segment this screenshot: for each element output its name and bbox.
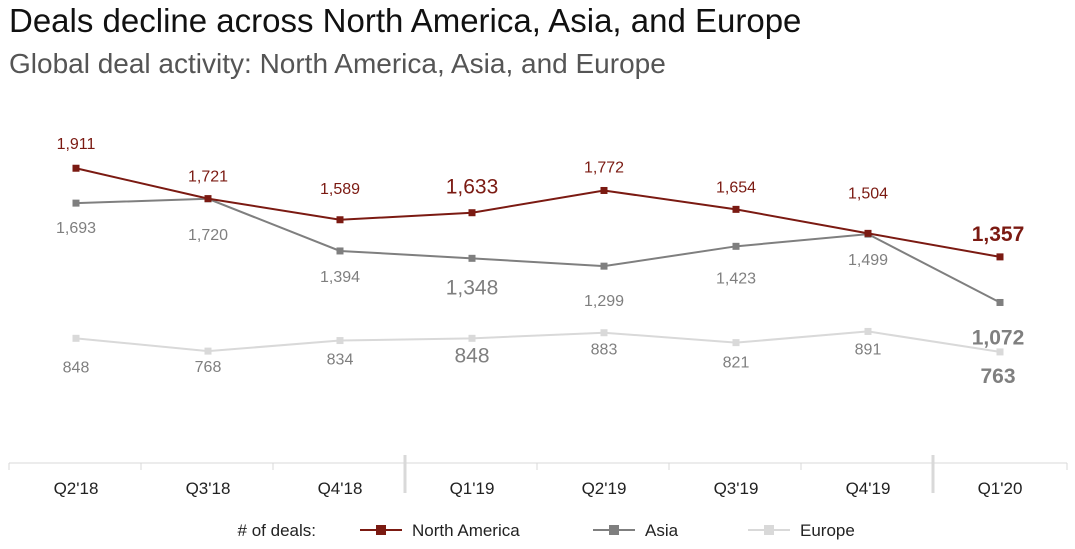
data-label-asia: 1,348 [446, 276, 499, 299]
data-label-asia: 1,423 [716, 270, 756, 287]
legend-marker-europe [764, 525, 774, 535]
data-point-asia [996, 298, 1004, 306]
data-label-north-america: 1,654 [716, 179, 756, 196]
data-point-north-america [600, 186, 608, 194]
data-label-north-america: 1,772 [584, 159, 624, 176]
data-label-europe: 763 [980, 365, 1015, 388]
x-tick-label-q3-19: Q3'19 [714, 479, 759, 498]
x-tick-label-q4-19: Q4'19 [846, 479, 891, 498]
data-point-europe [336, 337, 344, 345]
series-line-europe [75, 330, 1001, 353]
legend-marker-north-america [376, 525, 386, 535]
data-label-asia: 1,693 [56, 220, 96, 237]
x-tick-label-q3-18: Q3'18 [186, 479, 231, 498]
data-point-europe [468, 334, 476, 342]
data-label-north-america: 1,589 [320, 181, 360, 198]
data-point-asia [336, 247, 344, 255]
data-point-north-america [732, 205, 740, 213]
data-point-north-america [468, 209, 476, 217]
data-point-asia [732, 242, 740, 250]
data-label-north-america: 1,504 [848, 185, 888, 202]
data-point-asia [72, 199, 80, 207]
data-label-asia: 1,720 [188, 227, 228, 244]
data-label-asia: 1,299 [584, 293, 624, 310]
data-point-europe [732, 339, 740, 347]
data-label-europe: 883 [591, 342, 618, 359]
data-label-europe: 848 [454, 344, 489, 367]
data-label-europe: 821 [723, 355, 750, 372]
data-point-europe [864, 327, 872, 335]
x-tick-label-q1-19: Q1'19 [450, 479, 495, 498]
x-tick-label-q4-18: Q4'18 [318, 479, 363, 498]
x-tick-label-q2-19: Q2'19 [582, 479, 627, 498]
series-line-asia [75, 197, 1001, 304]
data-label-north-america: 1,911 [57, 136, 96, 153]
data-label-europe: 848 [63, 359, 90, 376]
data-label-north-america: 1,721 [188, 169, 228, 186]
series-line-north-america [75, 167, 1001, 258]
x-tick-label-q1-20: Q1'20 [978, 479, 1023, 498]
data-label-north-america: 1,357 [972, 223, 1025, 246]
legend-title: # of deals: [238, 521, 316, 540]
chart-title: Deals decline across North America, Asia… [9, 2, 802, 39]
data-point-north-america [204, 195, 212, 203]
data-point-north-america [336, 216, 344, 224]
data-label-asia: 1,499 [848, 252, 888, 269]
legend-marker-asia [609, 525, 619, 535]
legend-label-europe: Europe [800, 521, 855, 540]
data-point-europe [996, 348, 1004, 356]
data-point-europe [204, 347, 212, 355]
data-point-asia [468, 254, 476, 262]
data-label-europe: 891 [855, 341, 882, 358]
data-label-north-america: 1,633 [446, 176, 499, 199]
data-label-europe: 768 [195, 359, 222, 376]
chart-subtitle: Global deal activity: North America, Asi… [9, 48, 666, 79]
legend-label-north-america: North America [412, 521, 520, 540]
data-point-north-america [72, 164, 80, 172]
data-point-north-america [996, 253, 1004, 261]
data-point-europe [600, 329, 608, 337]
data-point-asia [600, 262, 608, 270]
data-label-asia: 1,072 [972, 326, 1025, 349]
x-tick-label-q2-18: Q2'18 [54, 479, 99, 498]
data-label-europe: 834 [327, 352, 354, 369]
legend-label-asia: Asia [645, 521, 679, 540]
data-point-europe [72, 334, 80, 342]
data-point-north-america [864, 229, 872, 237]
data-label-asia: 1,394 [320, 269, 360, 286]
